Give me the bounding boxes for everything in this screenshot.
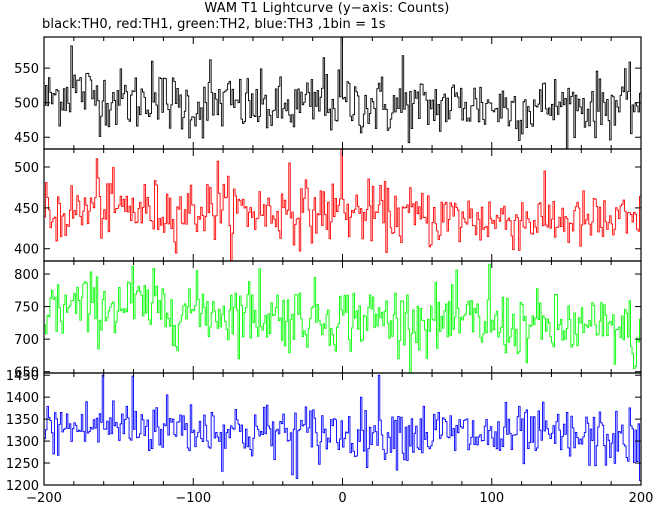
y-tick-label: 500 <box>14 97 39 112</box>
y-tick-label: 750 <box>14 301 39 316</box>
panel-th1: 400 450 500 <box>14 148 642 262</box>
y-tick-label: 500 <box>14 161 39 176</box>
y-tick-label: 800 <box>14 268 39 283</box>
y-tick-label: 1400 <box>6 391 39 406</box>
x-tick-label: 200 <box>629 491 654 505</box>
y-tick-label: 400 <box>14 243 39 258</box>
y-tick-label: 1200 <box>6 479 39 494</box>
x-tick-label: −200 <box>26 491 62 505</box>
panel-th0: 450 500 550 <box>14 36 642 150</box>
chart-title: WAM T1 Lightcurve (y−axis: Counts) <box>204 1 450 16</box>
y-tick-label: 550 <box>14 62 39 77</box>
y-tick-label: 1250 <box>6 457 39 472</box>
x-tick-label: 0 <box>338 491 346 505</box>
y-tick-label: 450 <box>14 131 39 146</box>
series-line-th0 <box>44 37 641 149</box>
x-tick-label: 100 <box>479 491 504 505</box>
y-tick-label: 1300 <box>6 435 39 450</box>
panel-th3: 1200 1250 1300 1350 1400 1450 <box>6 369 642 494</box>
series-line-th1 <box>44 149 641 261</box>
panel-th2: 650 700 750 800 <box>14 260 642 381</box>
series-line-th2 <box>44 263 641 373</box>
x-tick-label: −100 <box>175 491 211 505</box>
y-tick-label: 450 <box>14 202 39 217</box>
series-line-th3 <box>44 374 641 482</box>
y-tick-label: 1450 <box>6 369 39 384</box>
y-tick-label: 700 <box>14 333 39 348</box>
y-tick-label: 650 <box>14 366 39 381</box>
y-tick-label: 1350 <box>6 413 39 428</box>
chart-subtitle: black:TH0, red:TH1, green:TH2, blue:TH3 … <box>42 17 386 32</box>
x-axis: −200 −100 0 100 200 <box>26 491 653 505</box>
panels-group: 450 500 550 400 450 500 650 700 750 800 1200 1250 13… <box>6 36 642 494</box>
